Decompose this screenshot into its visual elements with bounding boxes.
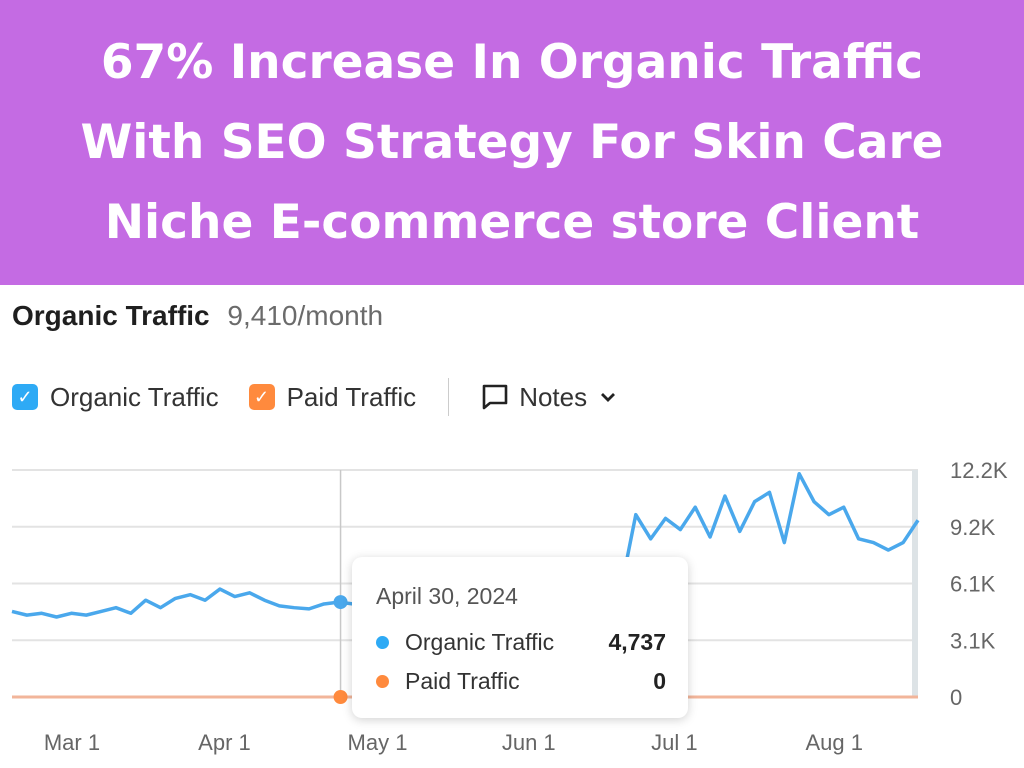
tooltip-date: April 30, 2024 (376, 583, 518, 609)
legend-paid-label: Paid Traffic (286, 381, 417, 412)
banner-line-1: 67% Increase In Organic Traffic (100, 34, 924, 90)
checkbox-checked-icon[interactable]: ✓ (12, 384, 38, 410)
tooltip-paid-value: 0 (653, 668, 666, 694)
monthly-traffic-value: 9,410/month (227, 300, 384, 331)
tooltip-organic-row: Organic Traffic 4,737 (376, 629, 666, 656)
paid-dot-icon (376, 675, 389, 688)
notes-dropdown[interactable]: Notes (481, 382, 629, 413)
x-tick-label: Aug 1 (806, 730, 864, 755)
x-tick-label: Apr 1 (198, 730, 251, 755)
chevron-down-icon (601, 393, 616, 402)
title-banner: 67% Increase In Organic Traffic With SEO… (0, 0, 1024, 285)
notes-label: Notes (519, 381, 588, 412)
tooltip-organic-label: Organic Traffic (405, 629, 555, 655)
organic-dot-icon (376, 636, 389, 649)
x-tick-label: Mar 1 (44, 730, 100, 755)
legend-organic-toggle[interactable]: ✓ Organic Traffic (12, 382, 219, 413)
tooltip-organic-value: 4,737 (608, 629, 666, 655)
tooltip-paid-label: Paid Traffic (405, 668, 520, 694)
organic-hover-marker (333, 595, 348, 610)
tooltip-paid-row: Paid Traffic 0 (376, 668, 666, 695)
x-tick-label: May 1 (348, 730, 408, 755)
chart-title: Organic Traffic (12, 300, 210, 331)
banner-line-2: With SEO Strategy For Skin Care (80, 114, 944, 170)
chart-header: Organic Traffic 9,410/month (12, 300, 383, 332)
y-tick-label: 9.2K (950, 515, 996, 540)
paid-hover-marker (333, 690, 348, 704)
x-tick-label: Jul 1 (651, 730, 697, 755)
legend-organic-label: Organic Traffic (50, 381, 219, 412)
comment-icon (482, 384, 508, 410)
y-tick-label: 6.1K (950, 572, 996, 597)
x-tick-label: Jun 1 (502, 730, 556, 755)
y-tick-label: 3.1K (950, 628, 996, 653)
checkbox-checked-icon[interactable]: ✓ (248, 384, 275, 410)
divider (448, 378, 450, 416)
y-tick-label: 12.2K (950, 458, 1008, 483)
banner-line-3: Niche E-commerce store Client (104, 194, 920, 250)
hover-tooltip: April 30, 2024 Organic Traffic 4,737 Pai… (352, 557, 688, 718)
chart-end-band (912, 470, 918, 697)
y-tick-label: 0 (950, 685, 962, 710)
legend: ✓ Organic Traffic ✓ Paid Traffic Notes (12, 378, 659, 416)
legend-paid-toggle[interactable]: ✓ Paid Traffic (248, 381, 417, 413)
